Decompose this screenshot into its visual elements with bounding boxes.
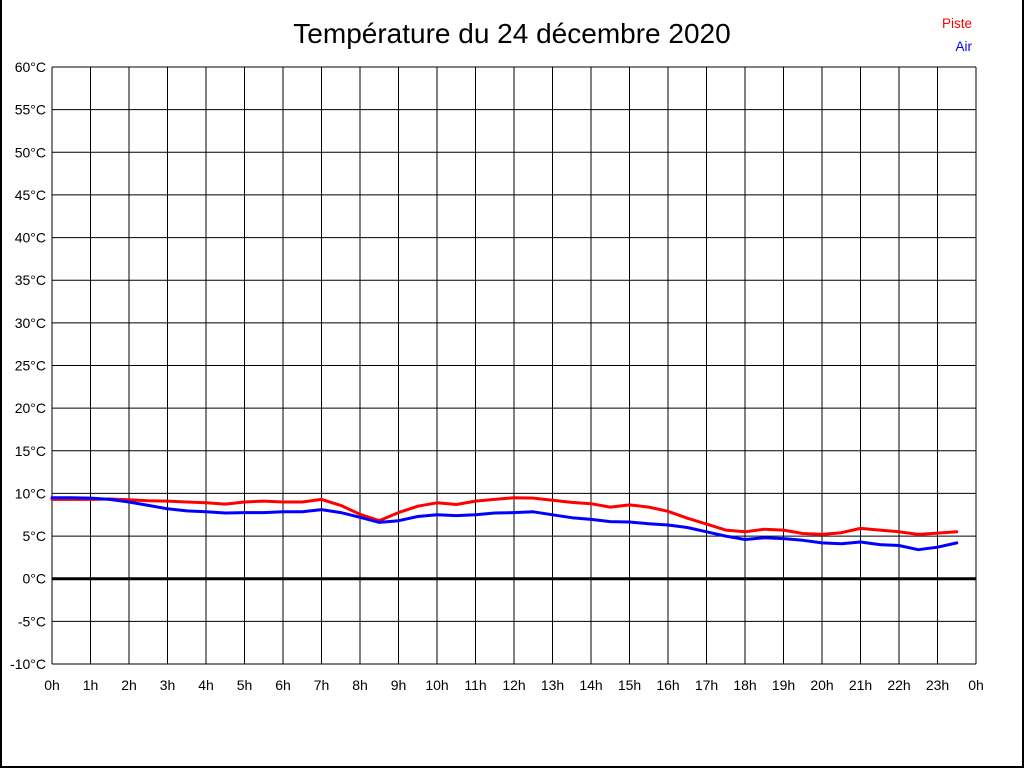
grid	[51, 66, 977, 665]
x-tick-label: 0h	[44, 677, 60, 693]
x-tick-label: 20h	[810, 677, 833, 693]
x-tick-label: 6h	[275, 677, 291, 693]
y-tick-label: 35°C	[15, 272, 46, 288]
y-tick-label: -5°C	[18, 613, 46, 629]
x-tick-label: 16h	[656, 677, 679, 693]
x-tick-label: 17h	[695, 677, 718, 693]
y-tick-label: 20°C	[15, 400, 46, 416]
chart-legend: Piste Air	[942, 12, 972, 58]
x-tick-label: 14h	[579, 677, 602, 693]
x-tick-label: 5h	[237, 677, 253, 693]
series-lines	[50, 496, 959, 552]
y-tick-label: 40°C	[15, 230, 46, 246]
x-tick-label: 18h	[733, 677, 756, 693]
y-tick-label: 0°C	[23, 571, 47, 587]
y-tick-label: 30°C	[15, 315, 46, 331]
x-tick-label: 9h	[391, 677, 407, 693]
x-tick-label: 10h	[425, 677, 448, 693]
legend-item-air: Air	[955, 39, 973, 54]
legend-item-piste: Piste	[941, 16, 972, 31]
x-tick-label: 2h	[121, 677, 137, 693]
y-axis-labels: 60°C 55°C 50°C 45°C 40°C 35°C 30°C 25°C 20°C 15°C…	[10, 59, 46, 672]
x-tick-label: 8h	[352, 677, 368, 693]
x-tick-label: 13h	[541, 677, 564, 693]
x-axis-labels: 0h 1h 2h 3h 4h 5h 6h 7h 8h 9h 10h 11h 12h 13h 14h 15h 16…	[44, 677, 984, 693]
y-tick-label: 50°C	[15, 144, 46, 160]
chart-title: Température du 24 décembre 2020	[293, 18, 731, 49]
x-tick-label: 11h	[464, 677, 486, 693]
y-tick-label: 15°C	[15, 443, 46, 459]
x-tick-label: 3h	[160, 677, 176, 693]
x-tick-label: 12h	[502, 677, 525, 693]
x-tick-label: 7h	[314, 677, 330, 693]
x-tick-label: 0h	[968, 677, 984, 693]
x-tick-label: 23h	[926, 677, 949, 693]
x-tick-label: 19h	[772, 677, 795, 693]
y-tick-label: 25°C	[15, 358, 46, 374]
y-tick-label: 60°C	[15, 59, 46, 75]
y-tick-label: -10°C	[10, 656, 46, 672]
x-tick-label: 22h	[887, 677, 910, 693]
series-line-air	[50, 496, 959, 552]
y-tick-label: 45°C	[15, 187, 46, 203]
y-tick-label: 55°C	[15, 102, 46, 118]
series-line-piste	[50, 496, 959, 536]
x-tick-label: 4h	[198, 677, 214, 693]
y-tick-label: 5°C	[23, 528, 47, 544]
x-tick-label: 21h	[849, 677, 872, 693]
x-tick-label: 1h	[83, 677, 99, 693]
y-tick-label: 10°C	[15, 485, 46, 501]
x-tick-label: 15h	[618, 677, 641, 693]
